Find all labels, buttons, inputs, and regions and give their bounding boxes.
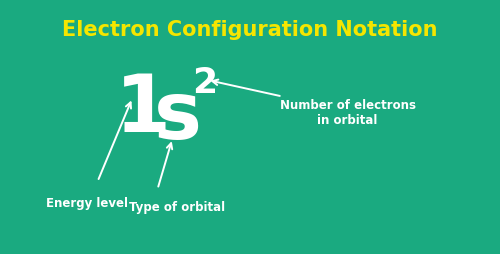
Text: 1: 1: [114, 71, 170, 150]
Text: Electron Configuration Notation: Electron Configuration Notation: [62, 21, 438, 40]
Text: 2: 2: [192, 66, 218, 100]
Text: s: s: [154, 78, 202, 156]
Text: Number of electrons
in orbital: Number of electrons in orbital: [280, 99, 415, 127]
Text: Energy level: Energy level: [46, 197, 128, 210]
Text: Type of orbital: Type of orbital: [130, 200, 226, 214]
